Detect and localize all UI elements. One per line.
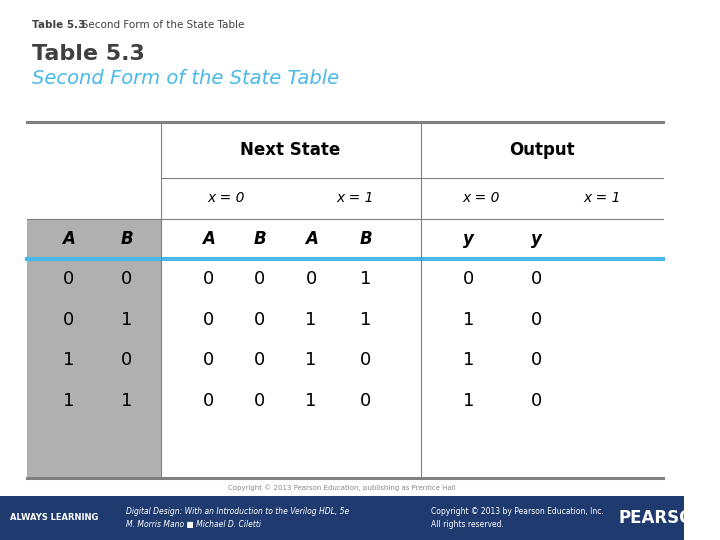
Bar [27, 219, 161, 478]
Text: x = 1: x = 1 [337, 192, 374, 205]
Bar [0, 496, 684, 540]
Text: 0: 0 [531, 352, 542, 369]
Text: x = 0: x = 0 [207, 192, 244, 205]
Text: Table 5.3: Table 5.3 [32, 44, 145, 64]
Text: M. Morris Mano ■ Michael D. Ciletti: M. Morris Mano ■ Michael D. Ciletti [127, 521, 261, 529]
Text: A: A [62, 230, 75, 248]
Text: 1: 1 [63, 352, 74, 369]
Text: 1: 1 [305, 311, 317, 329]
Text: x = 1: x = 1 [584, 192, 621, 205]
Text: 0: 0 [463, 271, 474, 288]
Text: Next State: Next State [240, 141, 341, 159]
Text: Table 5.3: Table 5.3 [32, 20, 86, 30]
Text: 0: 0 [531, 392, 542, 410]
Text: 0: 0 [203, 352, 214, 369]
Text: B: B [359, 230, 372, 248]
Text: Copyright © 2013 by Pearson Education, Inc.: Copyright © 2013 by Pearson Education, I… [431, 508, 603, 516]
Text: y: y [531, 230, 542, 248]
Text: Output: Output [509, 141, 575, 159]
Text: Second Form of the State Table: Second Form of the State Table [72, 20, 244, 30]
Text: 1: 1 [360, 271, 372, 288]
Text: 0: 0 [121, 352, 132, 369]
Text: y: y [463, 230, 474, 248]
Text: 0: 0 [63, 311, 74, 329]
Text: Digital Design: With an Introduction to the Verilog HDL, 5e: Digital Design: With an Introduction to … [127, 508, 350, 516]
Text: 0: 0 [203, 311, 214, 329]
Text: ALWAYS LEARNING: ALWAYS LEARNING [10, 514, 99, 522]
Text: x = 0: x = 0 [462, 192, 500, 205]
Text: Copyright © 2013 Pearson Education, publishing as Prentice Hall: Copyright © 2013 Pearson Education, publ… [228, 484, 456, 491]
Text: 0: 0 [254, 271, 266, 288]
Text: 0: 0 [531, 311, 542, 329]
Text: 1: 1 [305, 352, 317, 369]
Text: Second Form of the State Table: Second Form of the State Table [32, 69, 340, 88]
Text: 0: 0 [360, 392, 372, 410]
Text: B: B [120, 230, 132, 248]
Text: 1: 1 [121, 311, 132, 329]
Text: 1: 1 [360, 311, 372, 329]
Text: 0: 0 [63, 271, 74, 288]
Text: 0: 0 [121, 271, 132, 288]
Text: 0: 0 [305, 271, 317, 288]
Text: 0: 0 [254, 311, 266, 329]
Text: 0: 0 [203, 392, 214, 410]
Text: 1: 1 [305, 392, 317, 410]
Text: 0: 0 [254, 352, 266, 369]
Text: Present
State: Present State [60, 154, 127, 186]
Text: 1: 1 [63, 392, 74, 410]
Text: A: A [202, 230, 215, 248]
Text: 1: 1 [463, 352, 474, 369]
Text: 0: 0 [203, 271, 214, 288]
Text: All rights reserved.: All rights reserved. [431, 521, 504, 529]
Text: PEARSON: PEARSON [618, 509, 708, 527]
Text: 0: 0 [360, 352, 372, 369]
Text: 0: 0 [531, 271, 542, 288]
Text: 1: 1 [121, 392, 132, 410]
Text: B: B [253, 230, 266, 248]
Text: 0: 0 [254, 392, 266, 410]
Text: 1: 1 [463, 392, 474, 410]
Text: A: A [305, 230, 318, 248]
Text: 1: 1 [463, 311, 474, 329]
